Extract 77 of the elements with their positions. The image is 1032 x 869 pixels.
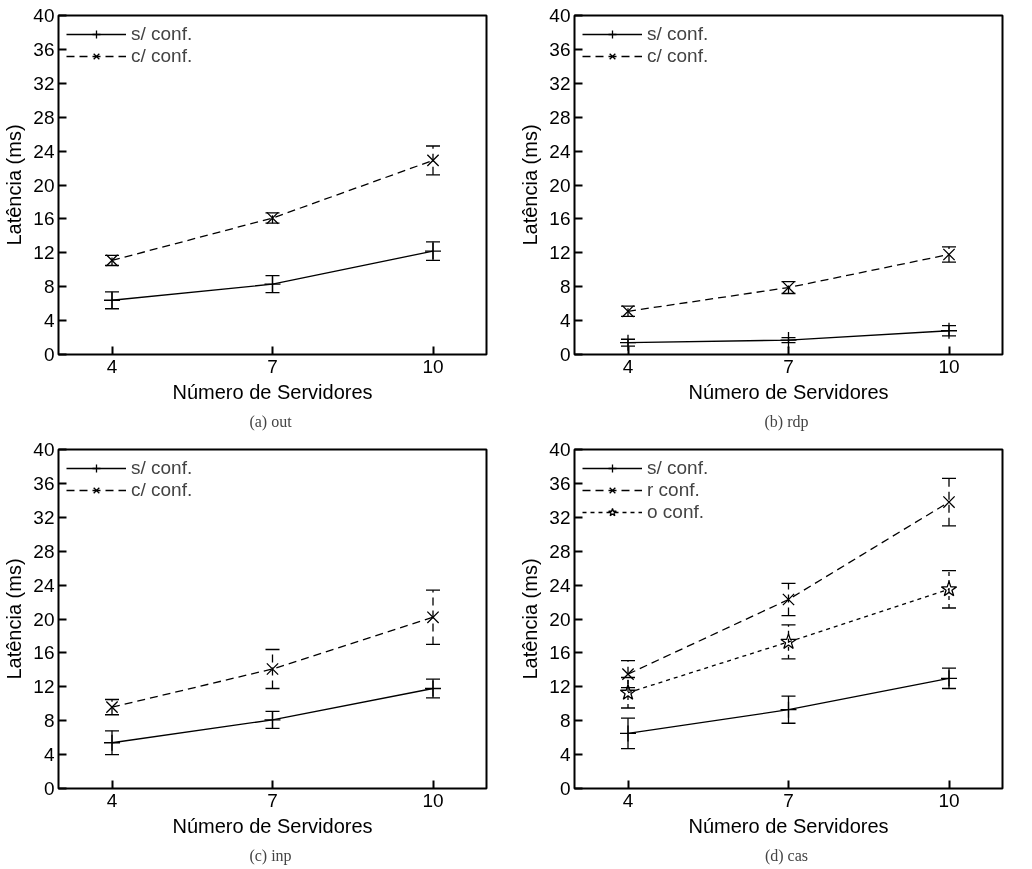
y-tick-label: 40 [549, 439, 571, 460]
y-tick-label: 0 [43, 344, 55, 365]
y-tick-label: 8 [43, 710, 55, 732]
y-tick-label: 40 [33, 439, 55, 460]
y-tick-label: 36 [549, 38, 571, 60]
y-tick-label: 32 [33, 72, 55, 94]
y-tick-label: 12 [33, 242, 55, 264]
y-tick-label: 20 [549, 174, 571, 196]
y-axis-title: Latência (ms) [3, 124, 26, 246]
y-tick-label: 28 [33, 106, 55, 128]
y-tick-label: 0 [43, 778, 55, 799]
y-tick-label: 32 [549, 506, 571, 528]
text: (d) cas [764, 846, 809, 865]
x-tick-label: 7 [783, 789, 794, 811]
y-tick-label: 4 [43, 744, 55, 766]
y-tick-label: 32 [33, 506, 55, 528]
legend-label: c/ conf. [647, 45, 709, 67]
x-axis-title: Número de Servidores [688, 380, 889, 403]
y-tick-label: 16 [33, 208, 55, 230]
y-tick-label: 24 [549, 140, 571, 162]
y-tick-label: 20 [549, 608, 571, 630]
legend-label: o conf. [647, 501, 705, 523]
x-tick-label: 10 [422, 789, 444, 811]
x-tick-label: 7 [267, 789, 278, 811]
y-tick-label: 16 [33, 642, 55, 664]
y-tick-label: 36 [33, 472, 55, 494]
text: (a) out [249, 412, 293, 431]
y-tick-label: 12 [549, 676, 571, 698]
y-tick-label: 36 [33, 38, 55, 60]
y-tick-label: 20 [33, 608, 55, 630]
y-tick-label: 16 [549, 642, 571, 664]
legend-label: r conf. [647, 479, 700, 501]
x-axis-title: Número de Servidores [172, 814, 373, 837]
y-tick-label: 40 [549, 5, 571, 26]
y-tick-label: 36 [549, 472, 571, 494]
text: (b) rdp [764, 412, 809, 431]
y-tick-label: 28 [33, 540, 55, 562]
y-tick-label: 24 [33, 140, 55, 162]
x-tick-label: 10 [938, 789, 960, 811]
y-tick-label: 24 [549, 574, 571, 596]
y-tick-label: 28 [549, 540, 571, 562]
legend-label: s/ conf. [131, 457, 193, 479]
x-tick-label: 4 [106, 789, 118, 811]
x-tick-label: 10 [422, 355, 444, 377]
y-tick-label: 0 [559, 778, 571, 799]
x-axis-title: Número de Servidores [172, 380, 373, 403]
legend-label: s/ conf. [647, 457, 709, 479]
y-tick-label: 24 [33, 574, 55, 596]
y-tick-label: 4 [559, 744, 571, 766]
x-axis-title: Número de Servidores [688, 814, 889, 837]
x-tick-label: 7 [267, 355, 278, 377]
y-tick-label: 32 [549, 72, 571, 94]
y-axis-title: Latência (ms) [519, 558, 542, 680]
y-axis-title: Latência (ms) [519, 124, 542, 246]
y-axis-title: Latência (ms) [3, 558, 26, 680]
y-tick-label: 8 [559, 276, 571, 298]
x-tick-label: 4 [622, 789, 634, 811]
text: (c) inp [249, 846, 292, 865]
y-tick-label: 4 [559, 310, 571, 332]
y-tick-label: 40 [33, 5, 55, 26]
y-tick-label: 8 [559, 710, 571, 732]
x-tick-label: 7 [783, 355, 794, 377]
y-tick-label: 8 [43, 276, 55, 298]
y-tick-label: 12 [33, 676, 55, 698]
legend-label: s/ conf. [647, 23, 709, 45]
x-tick-label: 4 [622, 355, 634, 377]
y-tick-label: 0 [559, 344, 571, 365]
y-tick-label: 20 [33, 174, 55, 196]
x-tick-label: 10 [938, 355, 960, 377]
y-tick-label: 4 [43, 310, 55, 332]
y-tick-label: 16 [549, 208, 571, 230]
legend-label: s/ conf. [131, 23, 193, 45]
legend-label: c/ conf. [131, 45, 193, 67]
y-tick-label: 28 [549, 106, 571, 128]
x-tick-label: 4 [106, 355, 118, 377]
legend-label: c/ conf. [131, 479, 193, 501]
y-tick-label: 12 [549, 242, 571, 264]
